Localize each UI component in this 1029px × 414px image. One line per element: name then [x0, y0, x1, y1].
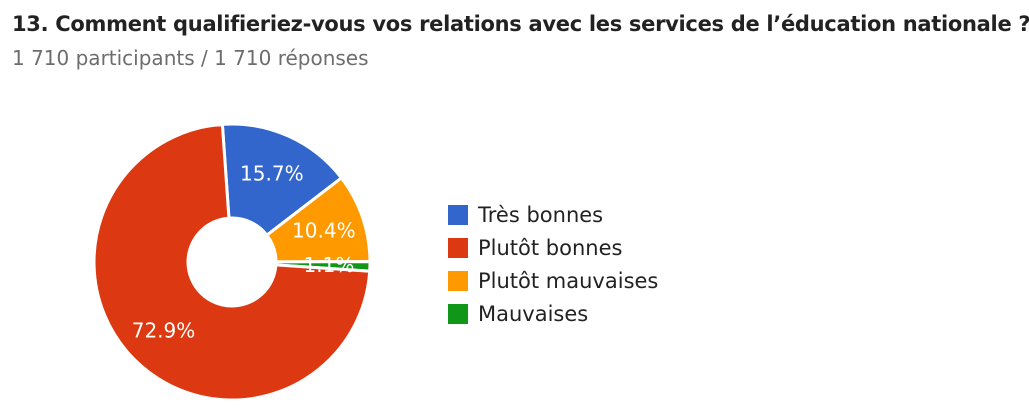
legend-label: Plutôt mauvaises — [478, 268, 659, 293]
legend-item-plutot-mauvaises: Plutôt mauvaises — [448, 264, 658, 297]
slice-data-label: 72.9% — [132, 319, 196, 343]
legend-label: Plutôt bonnes — [478, 235, 623, 260]
legend-swatch — [448, 237, 468, 258]
legend-item-plutot-bonnes: Plutôt bonnes — [448, 231, 658, 264]
chart-legend: Très bonnes Plutôt bonnes Plutôt mauvais… — [448, 198, 658, 330]
slice-data-label: 15.7% — [240, 162, 304, 186]
legend-swatch — [448, 270, 468, 291]
legend-item-tres-bonnes: Très bonnes — [448, 198, 658, 231]
slice-data-label: 1.1% — [304, 253, 355, 277]
legend-item-mauvaises: Mauvaises — [448, 297, 658, 330]
legend-label: Mauvaises — [478, 301, 589, 326]
legend-swatch — [448, 303, 468, 324]
legend-swatch — [448, 204, 468, 225]
response-count: 1 710 participants / 1 710 réponses — [12, 46, 369, 70]
slice-data-label: 10.4% — [292, 219, 356, 243]
donut-slice — [220, 122, 344, 238]
legend-label: Très bonnes — [478, 202, 604, 227]
donut-slice — [92, 122, 372, 402]
chart-title: 13. Comment qualifieriez-vous vos relati… — [12, 12, 1029, 36]
